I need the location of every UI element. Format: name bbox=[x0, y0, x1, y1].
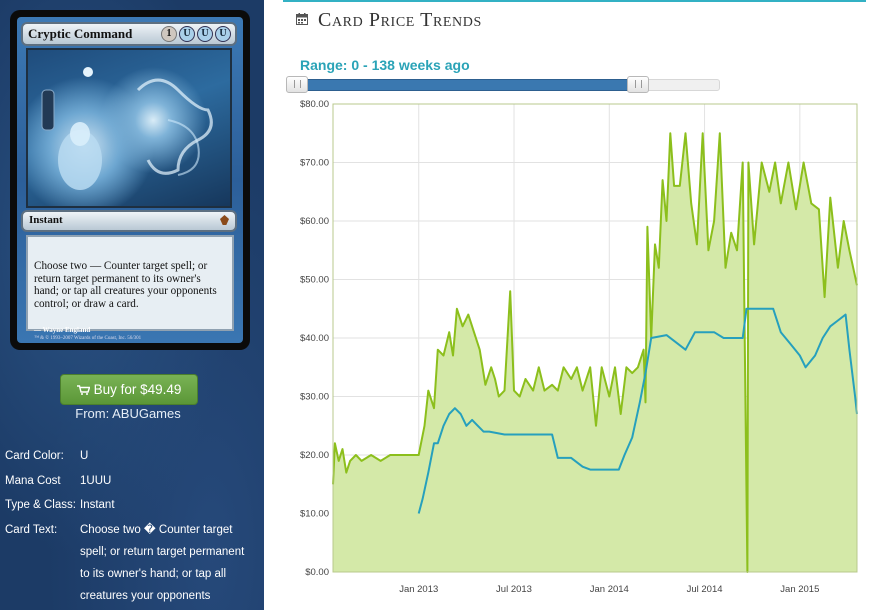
info-value: Choose two � Counter target spell; or re… bbox=[80, 524, 245, 602]
card-image: Cryptic Command 1 U U U bbox=[10, 10, 250, 350]
vendor-label: From: ABUGames bbox=[75, 406, 181, 421]
mana-cost-symbols: 1 U U U bbox=[161, 26, 231, 42]
card-title-bar: Cryptic Command 1 U U U bbox=[21, 22, 237, 46]
series-area-0 bbox=[333, 133, 857, 573]
y-tick-label: $0.00 bbox=[305, 567, 329, 578]
info-value: U bbox=[80, 450, 89, 462]
x-tick-label: Jul 2013 bbox=[496, 584, 532, 595]
card-artwork bbox=[26, 48, 232, 208]
header-accent-rule bbox=[283, 0, 866, 2]
range-label: Range: 0 - 138 weeks ago bbox=[300, 57, 470, 73]
y-tick-label: $50.00 bbox=[300, 275, 329, 286]
range-slider-selection bbox=[296, 79, 641, 91]
card-text-box: Choose two — Counter target spell; or re… bbox=[26, 235, 234, 331]
plot-border bbox=[332, 103, 858, 573]
y-tick-label: $30.00 bbox=[300, 392, 329, 403]
range-slider-start-handle[interactable] bbox=[286, 76, 308, 93]
card-sidebar: Cryptic Command 1 U U U bbox=[0, 0, 264, 610]
info-value: 1UUU bbox=[80, 475, 112, 487]
set-symbol-icon bbox=[220, 215, 229, 225]
card-copyright: ™ & © 1993–2007 Wizards of the Coast, In… bbox=[34, 336, 142, 341]
mana-symbol: U bbox=[215, 26, 231, 42]
section-title: Card Price Trends bbox=[318, 9, 482, 31]
info-label: Type & Class: bbox=[5, 499, 76, 511]
info-label: Mana Cost bbox=[5, 475, 61, 487]
card-artist: Wayne England bbox=[34, 326, 91, 334]
buy-button-label: Buy for $49.49 bbox=[93, 382, 182, 397]
x-tick-label: Jan 2013 bbox=[399, 584, 438, 595]
y-tick-label: $70.00 bbox=[300, 158, 329, 169]
card-type-bar: Instant bbox=[21, 210, 237, 232]
x-tick-label: Jul 2014 bbox=[687, 584, 723, 595]
mana-symbol: U bbox=[179, 26, 195, 42]
card-rules-text: Choose two — Counter target spell; or re… bbox=[34, 260, 217, 310]
card-frame: Cryptic Command 1 U U U bbox=[17, 17, 243, 343]
info-label: Card Color: bbox=[5, 450, 64, 462]
card-type-line: Instant bbox=[29, 214, 63, 226]
mana-symbol: U bbox=[197, 26, 213, 42]
x-tick-label: Jan 2015 bbox=[780, 584, 819, 595]
y-tick-label: $20.00 bbox=[300, 450, 329, 461]
range-slider-end-handle[interactable] bbox=[627, 76, 649, 93]
y-tick-label: $40.00 bbox=[300, 333, 329, 344]
price-trend-chart: $0.00 $10.00 $20.00 $30.00 $40.00 $50.00 $60.0… bbox=[300, 99, 858, 595]
info-value: Instant bbox=[80, 499, 115, 511]
mana-symbol: 1 bbox=[161, 26, 177, 42]
y-tick-label: $10.00 bbox=[300, 509, 329, 520]
info-label: Card Text: bbox=[5, 524, 58, 536]
y-tick-label: $60.00 bbox=[300, 216, 329, 227]
card-name: Cryptic Command bbox=[28, 26, 133, 41]
buy-button[interactable]: Buy for $49.49 bbox=[60, 374, 198, 405]
calendar-icon bbox=[296, 13, 308, 25]
x-tick-label: Jan 2014 bbox=[590, 584, 629, 595]
y-tick-label: $80.00 bbox=[300, 99, 329, 110]
shopping-cart-icon bbox=[76, 385, 90, 395]
